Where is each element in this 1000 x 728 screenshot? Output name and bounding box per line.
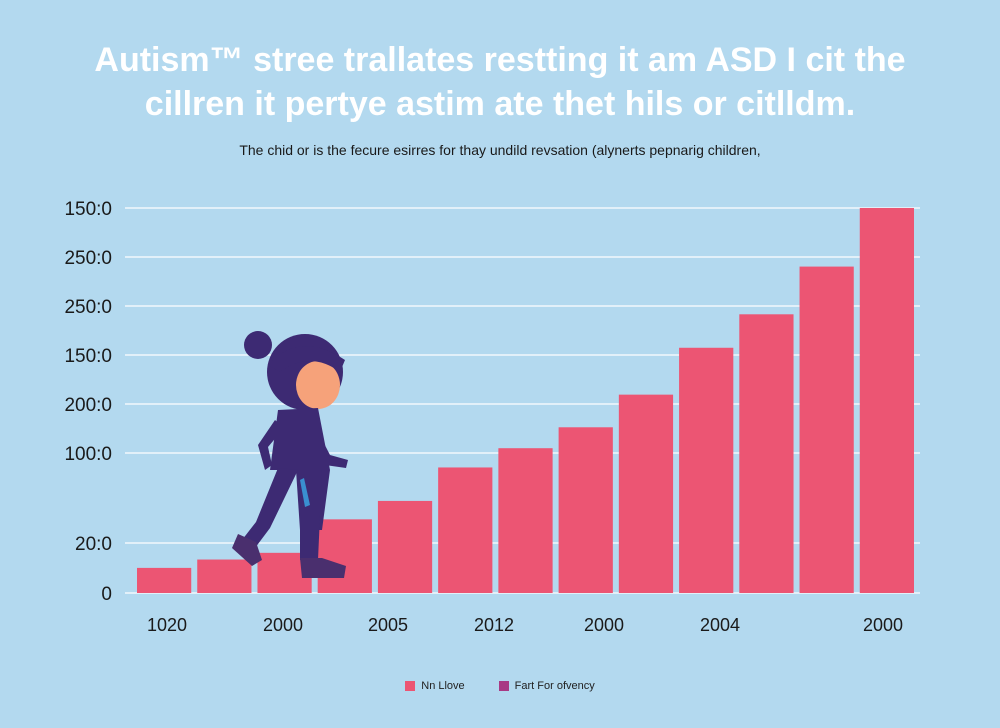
- bar: [137, 567, 192, 593]
- chart-legend: Nn Llove Fart For ofvency: [0, 680, 1000, 692]
- child-shoe-back: [232, 534, 262, 566]
- bar: [799, 266, 854, 593]
- x-tick-label: 2012: [474, 615, 514, 635]
- y-tick-label: 150:0: [64, 346, 112, 367]
- bar: [197, 559, 252, 593]
- bar: [438, 467, 493, 593]
- bar: [317, 519, 372, 593]
- y-tick-label: 100:0: [64, 444, 112, 465]
- child-arm: [305, 420, 348, 468]
- y-tick-label: 150:0: [64, 199, 112, 220]
- y-tick-label: 20:0: [75, 534, 112, 555]
- child-bangs: [268, 346, 345, 372]
- child-illustration: [232, 331, 348, 578]
- chart-subtitle: The chid or is the fecure esirres for th…: [239, 142, 761, 158]
- x-tick-label: 2005: [368, 615, 408, 635]
- y-tick-label: 250:0: [64, 248, 112, 269]
- legend-swatch-2: [498, 681, 509, 691]
- x-tick-label: 2000: [584, 615, 624, 635]
- legend-item-1: Nn Llove: [405, 680, 465, 692]
- child-face: [296, 361, 340, 409]
- x-tick-label: 1020: [147, 615, 187, 635]
- y-tick-label: 200:0: [64, 395, 112, 416]
- chart-title-line-1: Autism™ stree trallates restting it am A…: [94, 41, 906, 79]
- legend-swatch-1: [405, 681, 416, 691]
- chart-title: Autism™ stree trallates restting it am A…: [0, 38, 1000, 126]
- x-tick-label: 2004: [700, 615, 740, 635]
- child-ponytail: [244, 331, 272, 359]
- legend-item-2: Fart For ofvency: [498, 680, 595, 692]
- child-pocket-detail: [300, 478, 310, 507]
- bar: [679, 347, 734, 593]
- bar: [618, 394, 674, 593]
- legend-label-1: Nn Llove: [421, 680, 465, 692]
- y-tick-label: 0: [101, 584, 112, 605]
- y-tick-label: 250:0: [64, 297, 112, 318]
- chart-title-line-2: cillren it pertye astim ate thet hils or…: [144, 85, 856, 123]
- bar: [739, 314, 794, 593]
- bar: [498, 448, 553, 593]
- bar: [859, 208, 914, 593]
- child-back-arm: [258, 420, 284, 470]
- child-shoe-front: [300, 558, 346, 578]
- legend-label-2: Fart For ofvency: [514, 680, 595, 692]
- child-back-leg: [242, 468, 298, 548]
- bar: [558, 427, 613, 593]
- x-tick-label: 2000: [863, 615, 903, 635]
- bar: [377, 500, 433, 593]
- x-tick-label: 2000: [263, 615, 303, 635]
